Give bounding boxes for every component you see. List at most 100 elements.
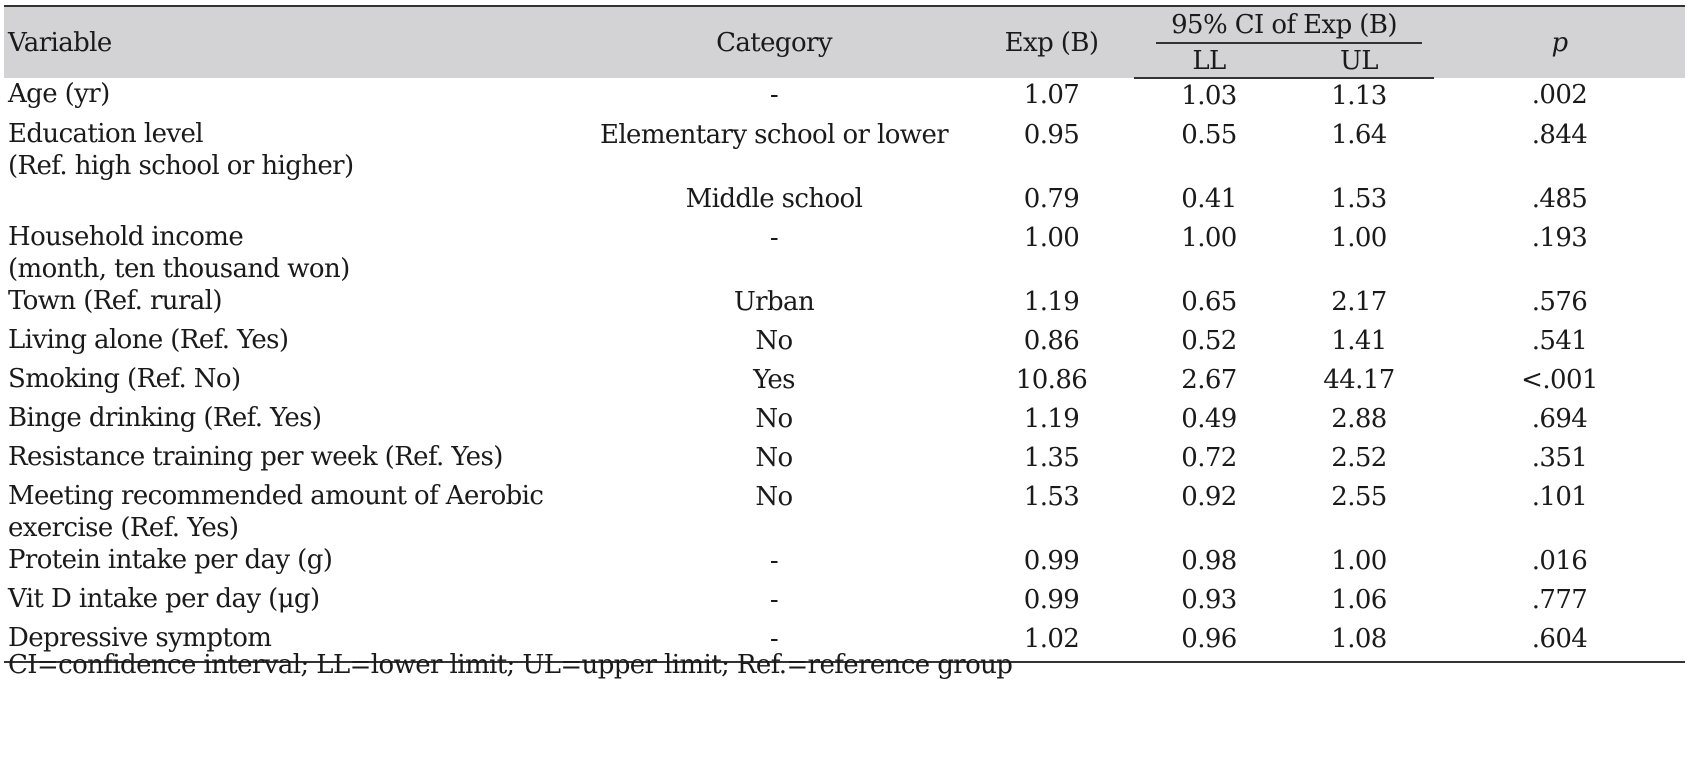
cell-p: .193 [1531, 223, 1588, 253]
table-row: Age (yr) - 1.07 1.03 1.13 .002 [4, 78, 1685, 118]
cell-category: Urban [733, 287, 815, 317]
cell-ul: 1.06 [1331, 585, 1387, 615]
cell-exp-b: 1.07 [1023, 80, 1080, 110]
cell-category: - [769, 546, 779, 576]
cell-p: .351 [1531, 443, 1588, 473]
header-ul: UL [1284, 44, 1434, 79]
cell-ll: 0.41 [1181, 184, 1237, 214]
cell-exp-b: 0.99 [1023, 546, 1080, 576]
cell-ul: 2.52 [1331, 443, 1387, 473]
cell-category: Elementary school or lower [599, 120, 949, 150]
cell-ul: 1.64 [1331, 120, 1387, 150]
cell-category: - [769, 585, 779, 615]
variable-line: Living alone (Ref. Yes) [8, 325, 289, 355]
cell-variable: Depressive symptom [4, 622, 579, 663]
cell-category: Middle school [685, 184, 863, 214]
table-row: Middle school 0.79 0.41 1.53 .485 [4, 182, 1685, 221]
variable-line: Vit D intake per day (μg) [8, 584, 320, 614]
header-ci-label: 95% CI of Exp (B) [1171, 10, 1397, 40]
cell-p: .777 [1531, 585, 1588, 615]
cell-ll: 0.98 [1181, 546, 1237, 576]
variable-line: Education level [8, 119, 204, 149]
cell-exp-b: 1.19 [1023, 287, 1080, 317]
cell-category: Yes [753, 365, 795, 395]
cell-ul: 1.13 [1331, 81, 1387, 111]
cell-ll: 0.55 [1181, 120, 1237, 150]
cell-p: .576 [1531, 287, 1588, 317]
variable-line-2: exercise (Ref. Yes) [8, 513, 239, 543]
cell-exp-b: 0.95 [1023, 120, 1080, 150]
cell-exp-b: 1.02 [969, 622, 1134, 663]
variable-line: Town (Ref. rural) [8, 286, 223, 316]
cell-exp-b: 10.86 [1015, 365, 1088, 395]
cell-ul: 1.08 [1284, 622, 1434, 663]
table-row: Living alone (Ref. Yes) No 0.86 0.52 1.41 .54… [4, 324, 1685, 363]
cell-ul: 2.88 [1331, 404, 1387, 434]
cell-ll: 0.65 [1181, 287, 1237, 317]
header-variable: Variable [4, 5, 579, 78]
cell-category: - [769, 223, 779, 253]
cell-variable: Household income (month, ten thousand won… [4, 221, 579, 285]
cell-variable: Binge drinking (Ref. Yes) [4, 402, 579, 441]
cell-ll: 0.92 [1181, 482, 1237, 512]
cell-ul: 2.17 [1331, 287, 1387, 317]
variable-line: Depressive symptom [8, 623, 272, 653]
cell-category: No [755, 326, 793, 356]
cell-ul: 1.53 [1331, 184, 1387, 214]
table-row: Depressive symptom -1.02 0.96 1.08.604 [4, 622, 1685, 663]
table-row: Meeting recommended amount of Aerobic exe… [4, 480, 1685, 544]
cell-category: No [755, 482, 793, 512]
cell-p: .101 [1531, 482, 1588, 512]
cell-variable: Vit D intake per day (μg) [4, 583, 579, 622]
cell-p: .002 [1531, 80, 1588, 110]
cell-variable: Living alone (Ref. Yes) [4, 324, 579, 363]
cell-exp-b: 1.19 [1023, 404, 1080, 434]
cell-variable: Education level (Ref. high school or high… [4, 118, 579, 182]
cell-ll: 0.52 [1181, 326, 1237, 356]
cell-ul: 1.41 [1331, 326, 1387, 356]
cell-p: <.001 [1521, 365, 1598, 395]
cell-exp-b: 1.53 [1023, 482, 1080, 512]
cell-exp-b: 0.99 [1023, 585, 1080, 615]
cell-variable: Resistance training per week (Ref. Yes) [4, 441, 579, 480]
cell-p: .694 [1531, 404, 1588, 434]
header-ci-rule [1156, 42, 1422, 44]
header-p: p [1434, 5, 1685, 78]
cell-ul: 44.17 [1323, 365, 1395, 395]
regression-table: Variable Category Exp (B) 95% CI of Exp … [4, 5, 1685, 663]
cell-ll: 0.49 [1181, 404, 1237, 434]
cell-ul: 1.00 [1331, 546, 1387, 576]
cell-p: .016 [1531, 546, 1588, 576]
variable-line: Age (yr) [8, 79, 110, 109]
variable-line-2: (Ref. high school or higher) [8, 151, 354, 181]
cell-ul: 2.55 [1331, 482, 1387, 512]
cell-ll: 1.00 [1181, 223, 1237, 253]
cell-ll: 2.67 [1181, 365, 1237, 395]
cell-variable: Age (yr) [4, 78, 579, 118]
cell-ll: 0.72 [1181, 443, 1237, 473]
table-row: Resistance training per week (Ref. Yes) N… [4, 441, 1685, 480]
table-row: Household income (month, ten thousand won… [4, 221, 1685, 285]
table-row: Town (Ref. rural) Urban 1.19 0.65 2.17 .576 [4, 285, 1685, 324]
variable-line: Smoking (Ref. No) [8, 364, 241, 394]
variable-line: Meeting recommended amount of Aerobic [8, 481, 544, 511]
table-row: Protein intake per day (g) - 0.99 0.98 1.00.… [4, 544, 1685, 583]
cell-exp-b: 1.35 [1023, 443, 1080, 473]
cell-category: - [579, 622, 969, 663]
cell-variable [4, 182, 579, 221]
cell-exp-b: 0.86 [1023, 326, 1080, 356]
cell-variable: Town (Ref. rural) [4, 285, 579, 324]
header-category: Category [579, 5, 969, 78]
table-footnote: CI=confidence interval; LL=lower limit; … [8, 650, 1013, 680]
variable-line: Protein intake per day (g) [8, 545, 333, 575]
table-row: Vit D intake per day (μg) - 0.99 0.93 1.06 .7… [4, 583, 1685, 622]
cell-p: .541 [1531, 326, 1588, 356]
cell-exp-b: 0.79 [1023, 184, 1080, 214]
cell-ul: 1.00 [1331, 223, 1387, 253]
cell-variable: Protein intake per day (g) [4, 544, 579, 583]
variable-line: Household income [8, 222, 244, 252]
table-row: Smoking (Ref. No) Yes 10.86 2.67 44.17 <.001 [4, 363, 1685, 402]
table-body: Age (yr) - 1.07 1.03 1.13 .002 Education level… [4, 78, 1685, 663]
cell-exp-b: 1.00 [1023, 223, 1080, 253]
